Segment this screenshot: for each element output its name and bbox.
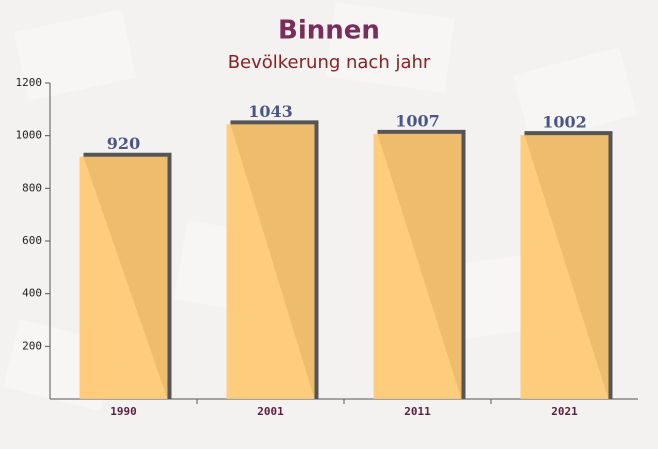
y-tick-label: 800 — [22, 181, 42, 194]
value-label: 1002 — [542, 113, 587, 132]
chart-subtitle: Bevölkerung nach jahr — [228, 52, 431, 73]
bar — [520, 135, 609, 399]
y-tick-label: 1000 — [16, 129, 43, 142]
chart-title: Binnen — [278, 16, 380, 46]
y-tick-label: 400 — [22, 287, 42, 300]
y-tick-label: 1200 — [16, 76, 43, 89]
x-tick-label: 1990 — [110, 405, 137, 418]
value-label: 1043 — [248, 102, 293, 121]
bar — [373, 133, 462, 399]
bar — [79, 156, 168, 399]
bar — [226, 124, 315, 400]
x-tick-label: 2011 — [404, 405, 431, 418]
y-tick-label: 200 — [22, 339, 42, 352]
x-tick-label: 2021 — [551, 405, 578, 418]
value-label: 1007 — [395, 111, 440, 130]
value-label: 920 — [107, 134, 140, 153]
y-tick-label: 600 — [22, 234, 42, 247]
x-tick-label: 2001 — [257, 405, 284, 418]
